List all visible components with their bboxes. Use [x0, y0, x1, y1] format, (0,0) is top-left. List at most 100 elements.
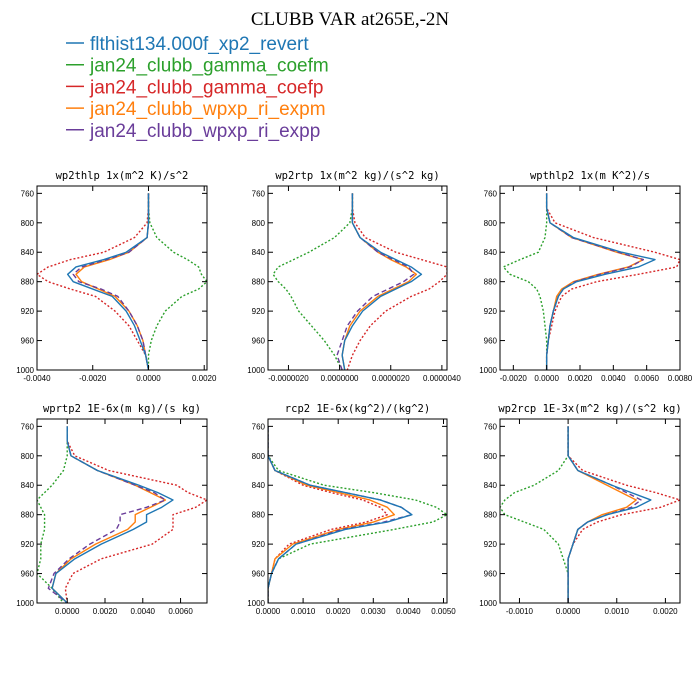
x-tick-label: 0.0000 — [136, 374, 161, 383]
x-tick-label: -0.0000020 — [268, 374, 309, 383]
y-tick-label: 920 — [21, 307, 35, 316]
series-line — [502, 193, 548, 370]
panel-title: rcp2 1E-6x(kg^2)/(kg^2) — [285, 403, 430, 415]
y-tick-label: 800 — [21, 452, 35, 461]
y-tick-label: 800 — [484, 452, 498, 461]
series-line — [268, 426, 396, 603]
y-tick-label: 880 — [21, 278, 35, 287]
y-tick-label: 840 — [21, 248, 35, 257]
legend-label: jan24_clubb_wpxp_ri_expm — [89, 99, 326, 120]
y-tick-label: 840 — [484, 481, 498, 490]
series-line — [51, 426, 174, 603]
x-tick-label: 0.0000 — [55, 607, 80, 616]
x-tick-label: 0.0010 — [291, 607, 316, 616]
x-tick-label: 0.0050 — [431, 607, 456, 616]
series-line — [47, 426, 167, 603]
y-tick-label: 960 — [484, 570, 498, 579]
y-tick-label: 920 — [252, 540, 266, 549]
y-tick-label: 800 — [252, 219, 266, 228]
y-tick-label: 960 — [252, 570, 266, 579]
y-tick-label: 920 — [484, 540, 498, 549]
series-line — [341, 193, 423, 370]
panel-title: wpthlp2 1x(m K^2)/s — [530, 170, 650, 182]
series-line — [75, 193, 150, 370]
panel-title: wp2thlp 1x(m^2 K)/s^2 — [56, 170, 189, 182]
y-tick-label: 840 — [252, 248, 266, 257]
x-tick-label: 0.0000040 — [423, 374, 461, 383]
y-tick-label: 880 — [252, 278, 266, 287]
x-tick-label: 0.0060 — [634, 374, 659, 383]
y-tick-label: 880 — [21, 511, 35, 520]
y-tick-label: 1000 — [247, 366, 265, 375]
panel-2: wp2rtp 1x(m^2 kg)/(s^2 kg) 760 800 840 880 92… — [247, 170, 461, 383]
y-tick-label: 880 — [252, 511, 266, 520]
legend: flthist134.000f_xp2_revert jan24_clubb_ga… — [66, 34, 329, 142]
x-tick-label: 0.0020 — [326, 607, 351, 616]
series-line — [268, 426, 447, 603]
legend-label: jan24_clubb_wpxp_ri_expp — [89, 121, 320, 142]
y-tick-label: 920 — [252, 307, 266, 316]
series-line — [500, 426, 569, 603]
y-tick-label: 1000 — [479, 599, 497, 608]
series-line — [346, 193, 447, 370]
x-tick-label: 0.0010 — [605, 607, 630, 616]
plot-frame — [499, 185, 681, 371]
x-tick-label: 0.0040 — [396, 607, 421, 616]
x-tick-label: -0.0040 — [23, 374, 51, 383]
x-tick-label: 0.0060 — [168, 607, 193, 616]
panel-title: wprtp2 1E-6x(m kg)/(s kg) — [43, 403, 201, 415]
plot-frame — [499, 418, 681, 604]
y-tick-label: 800 — [484, 219, 498, 228]
plot-frame — [36, 418, 208, 604]
x-tick-label: 0.0040 — [131, 607, 156, 616]
plot-frame — [36, 185, 208, 371]
x-tick-label: -0.0020 — [79, 374, 107, 383]
panel-4: wprtp2 1E-6x(m kg)/(s kg) 760 800 840 880 920… — [16, 403, 208, 616]
panel-title: wp2rtp 1x(m^2 kg)/(s^2 kg) — [275, 170, 439, 182]
legend-label: jan24_clubb_gamma_coefp — [89, 77, 323, 98]
panel-title: wp2rcp 1E-3x(m^2 kg)/(s^2 kg) — [498, 403, 681, 415]
series-line — [268, 426, 389, 603]
series-line — [37, 193, 150, 370]
x-tick-label: 0.0020 — [192, 374, 217, 383]
figure-title: CLUBB VAR at265E,-2N — [251, 9, 450, 30]
x-tick-label: 0.0000020 — [372, 374, 410, 383]
panels: wp2thlp 1x(m^2 K)/s^2 760 800 840 880 920 960 1… — [16, 170, 693, 616]
x-tick-label: 0.0020 — [93, 607, 118, 616]
y-tick-label: 760 — [21, 422, 35, 431]
y-tick-label: 920 — [484, 307, 498, 316]
y-tick-label: 960 — [21, 337, 35, 346]
legend-label: flthist134.000f_xp2_revert — [90, 34, 309, 55]
y-tick-label: 760 — [252, 422, 266, 431]
x-tick-label: 0.0020 — [568, 374, 593, 383]
series-line — [147, 193, 207, 370]
x-tick-label: 0.0000 — [256, 607, 281, 616]
series-line — [268, 426, 413, 603]
y-tick-label: 840 — [252, 481, 266, 490]
y-tick-label: 760 — [21, 189, 35, 198]
series-line — [545, 193, 656, 370]
y-tick-label: 840 — [21, 481, 35, 490]
y-tick-label: 800 — [252, 452, 266, 461]
y-tick-label: 960 — [484, 337, 498, 346]
panel-5: rcp2 1E-6x(kg^2)/(kg^2) 760 800 840 880 920 96… — [247, 403, 456, 616]
y-tick-label: 760 — [484, 189, 498, 198]
series-line — [64, 426, 207, 603]
series-line — [66, 193, 150, 370]
panel-3: wpthlp2 1x(m K^2)/s 760 800 840 880 920 960 100… — [479, 170, 693, 383]
plot-frame — [267, 418, 448, 604]
y-tick-label: 1000 — [247, 599, 265, 608]
y-tick-label: 960 — [252, 337, 266, 346]
x-tick-label: 0.0080 — [668, 374, 693, 383]
x-tick-label: 0.0040 — [601, 374, 626, 383]
series-line — [37, 426, 68, 603]
y-tick-label: 760 — [484, 422, 498, 431]
panel-6: wp2rcp 1E-3x(m^2 kg)/(s^2 kg)760 800 840 88… — [479, 403, 681, 616]
series-line — [567, 426, 652, 603]
x-tick-label: 0.0030 — [361, 607, 386, 616]
series-line — [545, 193, 680, 370]
series-line — [72, 193, 150, 370]
y-tick-label: 1000 — [16, 599, 34, 608]
y-tick-label: 1000 — [479, 366, 497, 375]
